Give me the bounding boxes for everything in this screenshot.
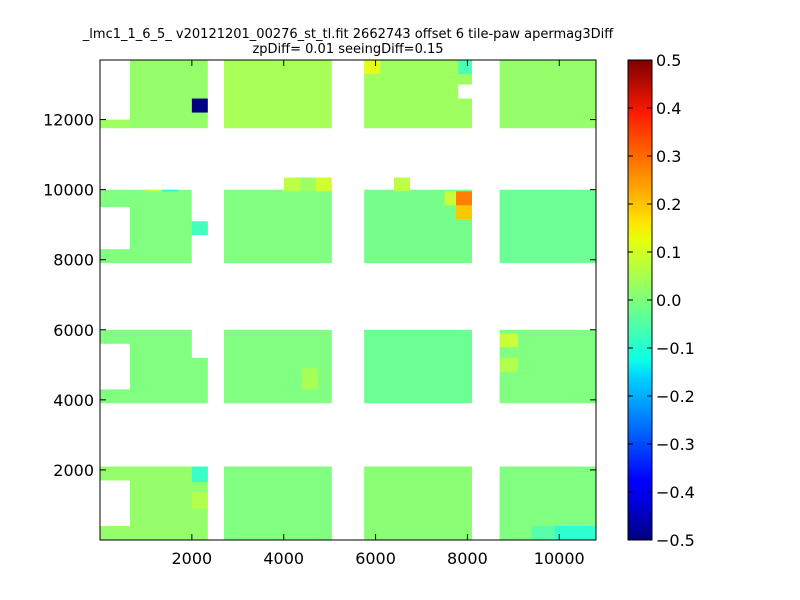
- heatmap-gap: [178, 177, 284, 190]
- heatmap-cell: [554, 525, 596, 540]
- heatmap-gap: [100, 207, 130, 250]
- plot-frame: [99, 59, 597, 541]
- heatmap-gap: [472, 60, 482, 99]
- heatmap-region: [224, 60, 332, 129]
- heatmap-gap: [100, 263, 596, 330]
- heatmap-region: [224, 189, 332, 264]
- heatmap-cell: [302, 368, 319, 390]
- heatmap-cell: [364, 60, 381, 75]
- heatmap-region: [499, 60, 596, 129]
- heatmap-gap: [100, 403, 596, 467]
- heatmap-region: [364, 466, 472, 540]
- colorbar-tick-label: −0.4: [656, 483, 695, 502]
- colorbar-tick-label: −0.5: [656, 531, 695, 550]
- heatmap-gap: [100, 128, 596, 178]
- heatmap-cell: [191, 492, 208, 509]
- heatmap-cell: [499, 333, 518, 348]
- heatmap-gap: [191, 235, 208, 264]
- heatmap-cell: [299, 177, 316, 192]
- colorbar-tick-label: −0.1: [656, 339, 695, 358]
- heatmap-cell: [458, 60, 472, 75]
- x-tick-label: 10000: [534, 549, 585, 568]
- y-tick-label: 6000: [53, 321, 94, 340]
- heatmap-region: [100, 119, 130, 129]
- colorbar-tick-label: 0.3: [656, 147, 681, 166]
- y-tick-label: 12000: [43, 111, 94, 130]
- heatmap-region: [224, 329, 332, 404]
- heatmap-cell: [191, 221, 208, 236]
- chart-title-line2: zpDiff= 0.01 seeingDiff=0.15: [252, 42, 443, 57]
- heatmap-gap: [331, 177, 394, 190]
- heatmap-cell: [531, 525, 555, 540]
- heatmap-gap: [458, 84, 472, 99]
- heatmap-gap: [100, 177, 146, 190]
- heatmap-cell: [444, 191, 456, 206]
- x-tick-label: 2000: [171, 549, 212, 568]
- y-axis: 2000 4000 6000 8000 10000 12000: [43, 111, 596, 480]
- heatmap-gap: [100, 343, 130, 390]
- heatmap-cell: [455, 205, 472, 220]
- heatmap-cell: [191, 466, 208, 483]
- heatmap-cell: [191, 98, 208, 113]
- y-tick-label: 8000: [53, 251, 94, 270]
- heatmap-gap: [191, 189, 208, 222]
- x-tick-label: 4000: [263, 549, 304, 568]
- colorbar-tick-label: 0.4: [656, 99, 681, 118]
- heatmap-gap: [207, 60, 224, 540]
- colorbar-tick-label: −0.3: [656, 435, 695, 454]
- colorbar-tick-label: 0.1: [656, 243, 681, 262]
- heatmap-region: [224, 466, 332, 540]
- heatmap-cell: [283, 177, 300, 192]
- heatmap-gap: [191, 329, 208, 358]
- heatmap-region: [364, 60, 472, 129]
- heatmap-region: [364, 329, 472, 404]
- chart-title-line1: _lmc1_1_6_5_ v20121201_00276_st_tl.fit 2…: [82, 27, 614, 42]
- heatmap-gap: [100, 480, 130, 526]
- heatmap-gap: [481, 60, 500, 129]
- heatmap-region: [499, 189, 596, 264]
- x-tick-label: 8000: [447, 549, 488, 568]
- heatmap-cell: [499, 357, 518, 372]
- heatmap-cell: [455, 191, 472, 206]
- heatmap-region: [129, 60, 208, 129]
- y-tick-label: 10000: [43, 181, 94, 200]
- plot-area: [100, 60, 596, 540]
- y-tick-label: 4000: [53, 391, 94, 410]
- y-tick-label: 2000: [53, 461, 94, 480]
- heatmap-cell: [315, 177, 332, 192]
- heatmap-gap: [410, 177, 596, 190]
- heatmap-gap: [100, 60, 130, 120]
- colorbar-tick-label: 0.0: [656, 291, 681, 310]
- x-tick-label: 6000: [355, 549, 396, 568]
- colorbar-tick-label: 0.5: [656, 51, 681, 70]
- heatmap-cell: [393, 177, 410, 192]
- x-axis: 2000 4000 6000 8000 10000: [171, 60, 585, 568]
- colorbar-tick-label: −0.2: [656, 387, 695, 406]
- colorbar-tick-label: 0.2: [656, 195, 681, 214]
- colorbar: 0.5 0.4 0.3 0.2 0.1 0.0 −0.1 −0.2 −0.3 −0.4 −0.5: [627, 51, 695, 550]
